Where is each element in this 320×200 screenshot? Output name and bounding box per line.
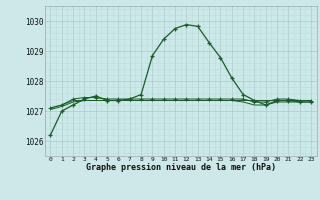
X-axis label: Graphe pression niveau de la mer (hPa): Graphe pression niveau de la mer (hPa) <box>86 163 276 172</box>
